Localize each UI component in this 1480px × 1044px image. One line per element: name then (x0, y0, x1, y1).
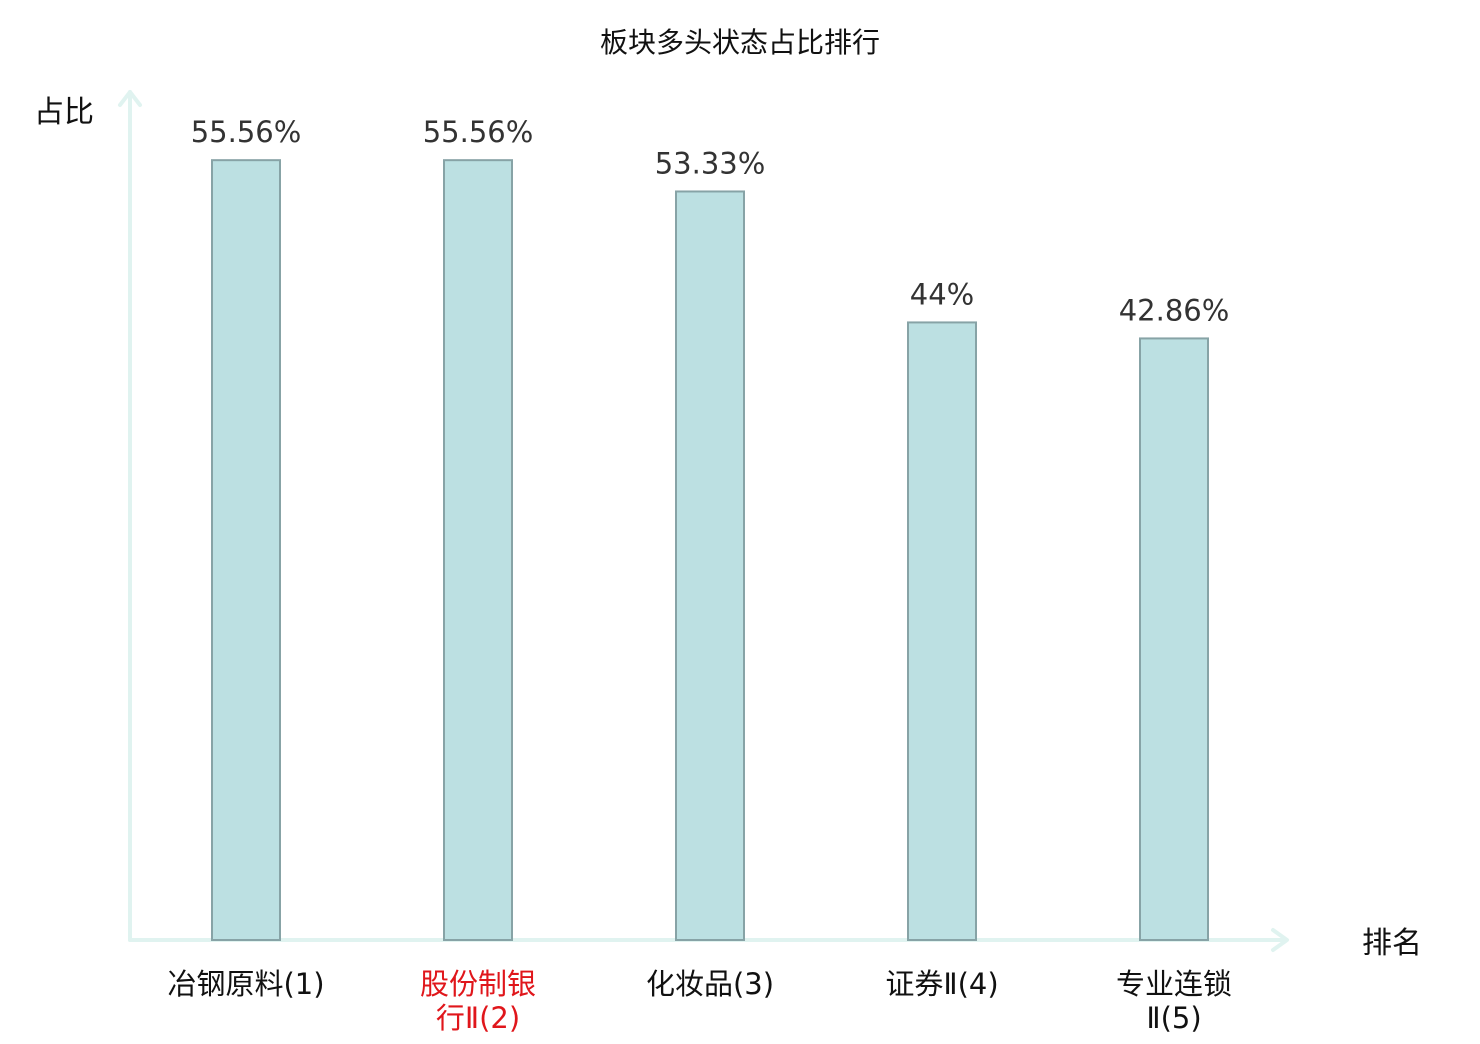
category-label-2-line-2: 行Ⅱ(2) (436, 1001, 520, 1035)
bar-5 (1139, 337, 1209, 942)
value-label-2: 55.56% (423, 115, 534, 149)
chart-title: 板块多头状态占比排行 (600, 26, 880, 59)
bar-4 (907, 321, 977, 941)
bar-2 (443, 159, 513, 941)
y-axis-arrow (118, 90, 142, 107)
x-axis-title: 排名 (1362, 926, 1422, 961)
category-label-1: 冶钢原料(1) (167, 967, 324, 1001)
category-label-3: 化妆品(3) (646, 967, 774, 1001)
category-label-5-line-2: Ⅱ(5) (1146, 1001, 1201, 1035)
bar-1 (211, 159, 281, 941)
y-axis: 占比 (34, 90, 142, 942)
category-label-2-line-1: 股份制银 (420, 967, 536, 1001)
value-labels: 55.56% 55.56% 53.33% 44% 42.86% (191, 115, 1230, 327)
bar-3 (675, 190, 745, 942)
x-axis: 排名 (128, 926, 1422, 961)
y-axis-title: 占比 (34, 95, 94, 130)
bars (211, 159, 1209, 942)
value-label-3: 53.33% (655, 146, 766, 180)
value-label-1: 55.56% (191, 115, 302, 149)
category-label-5-line-1: 专业连锁 (1116, 967, 1232, 1001)
x-axis-arrow (1271, 928, 1289, 952)
category-label-4: 证券Ⅱ(4) (885, 967, 998, 1001)
value-label-4: 44% (910, 277, 974, 311)
value-label-5: 42.86% (1119, 293, 1230, 327)
